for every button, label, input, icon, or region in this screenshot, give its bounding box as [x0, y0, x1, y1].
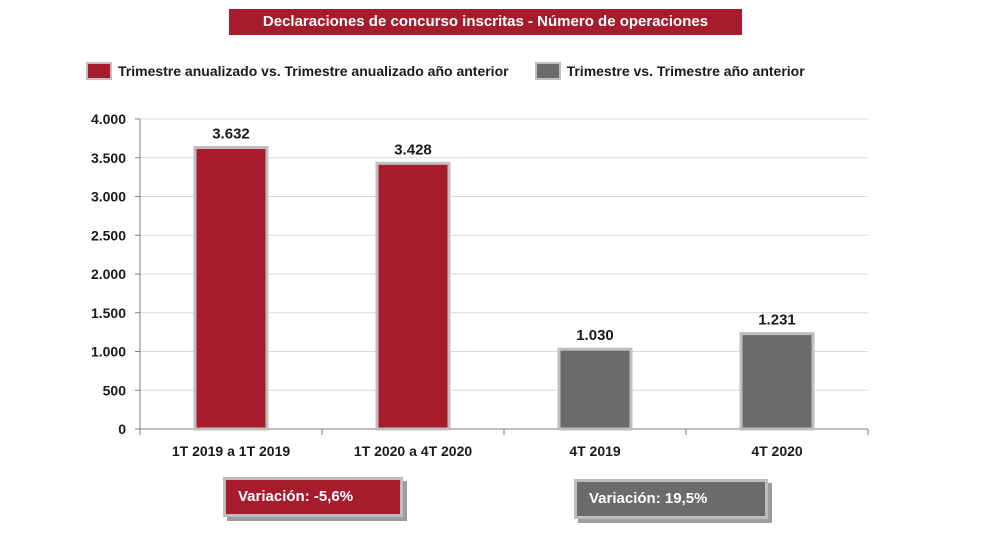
- bar: [739, 332, 815, 431]
- legend-swatch-quarter: [534, 62, 561, 80]
- labels: 0 500 1.000 1.500 2.000 2.500 3.000 3.500 4.000 3…: [91, 111, 803, 459]
- variation-box-annualized: Variación: -5,6%: [223, 477, 403, 517]
- data-label: 1.231: [758, 312, 796, 329]
- bar: [557, 347, 633, 431]
- y-tick-label: 1.500: [91, 305, 126, 321]
- y-tick-label: 4.000: [91, 111, 126, 127]
- variation-box-quarter: Variación: 19,5%: [574, 479, 768, 519]
- legend-label-quarter: Trimestre vs. Trimestre año anterior: [566, 63, 805, 79]
- x-tick-label: 1T 2019 a 1T 2019: [172, 443, 291, 459]
- y-tick-label: 3.500: [91, 150, 126, 166]
- bar: [375, 161, 451, 431]
- y-tick-label: 500: [103, 382, 127, 398]
- legend-item-annualized: Trimestre anualizado vs. Trimestre anual…: [86, 62, 509, 80]
- legend-swatch-annualized: [86, 62, 112, 80]
- data-label: 3.632: [212, 126, 250, 143]
- y-tick-label: 1.000: [91, 344, 126, 360]
- chart-title: Declaraciones de concurso inscritas - Nú…: [229, 9, 742, 35]
- data-label: 3.428: [394, 141, 432, 158]
- bar: [193, 146, 269, 431]
- y-tick-label: 3.000: [91, 189, 126, 205]
- data-label: 1.030: [576, 327, 614, 344]
- legend: Trimestre anualizado vs. Trimestre anual…: [86, 58, 805, 84]
- y-tick-label: 2.500: [91, 227, 126, 243]
- x-tick-label: 4T 2020: [751, 443, 803, 459]
- x-tick-label: 4T 2019: [569, 443, 621, 459]
- bars: [193, 146, 815, 431]
- y-tick-label: 0: [118, 421, 126, 437]
- y-tick-label: 2.000: [91, 266, 126, 282]
- legend-item-quarter: Trimestre vs. Trimestre año anterior: [534, 62, 805, 80]
- legend-label-annualized: Trimestre anualizado vs. Trimestre anual…: [118, 63, 509, 79]
- x-tick-label: 1T 2020 a 4T 2020: [354, 443, 473, 459]
